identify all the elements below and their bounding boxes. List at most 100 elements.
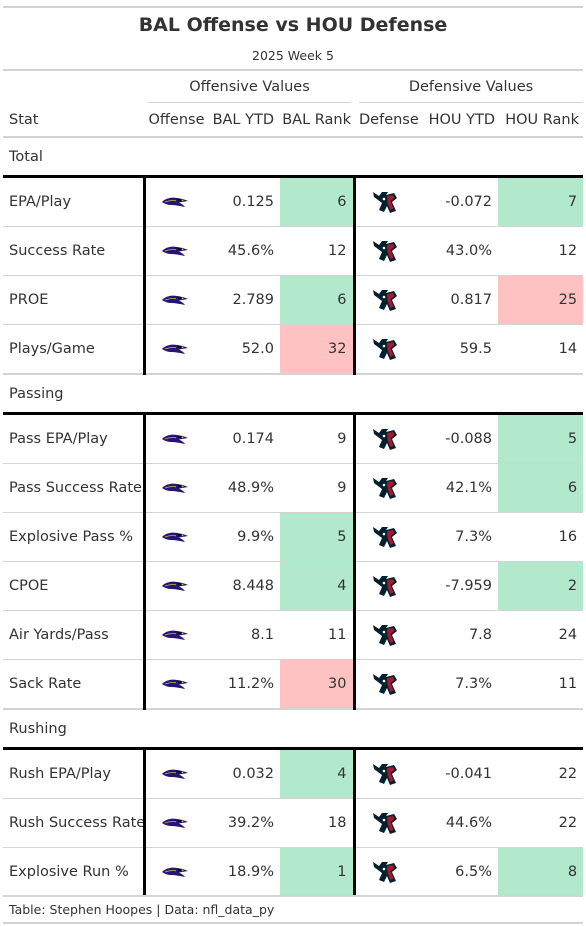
bottom-rule: [3, 922, 583, 924]
hou-ytd-value: -0.088: [415, 413, 498, 464]
hou-ytd-value: 0.817: [415, 275, 498, 325]
bal-rank-value: 6: [280, 176, 354, 227]
stat-label: Sack Rate: [3, 659, 144, 709]
source-note: Table: Stephen Hoopes | Data: nfl_data_p…: [9, 902, 275, 917]
hou-ytd-value: 44.6%: [415, 798, 498, 848]
hou-ytd-value: -0.041: [415, 748, 498, 799]
spanner-offense-rule: [148, 102, 351, 103]
bal-rank-value: 1: [280, 847, 354, 896]
group-label: Rushing: [3, 708, 584, 750]
stats-table: Total EPA/Play 0.125 6 -0.072 7 Success …: [3, 136, 584, 896]
bal-rank-value: 30: [280, 659, 354, 709]
ravens-logo-icon: [142, 176, 204, 227]
texans-logo-icon: [352, 413, 415, 464]
table-row: Rush Success Rate 39.2% 18 44.6% 22: [3, 798, 584, 848]
group-label: Passing: [3, 373, 584, 415]
hou-rank-value: 25: [498, 275, 584, 325]
footer-rule: [3, 895, 583, 897]
col-header-defense: Defense: [359, 112, 419, 128]
ravens-logo-icon: [142, 847, 204, 896]
ravens-logo-icon: [142, 748, 204, 799]
hou-rank-value: 22: [498, 798, 584, 848]
col-header-bal-ytd: BAL YTD: [212, 112, 274, 128]
spanner-defensive-values: Defensive Values: [408, 79, 534, 95]
hou-ytd-value: -0.072: [415, 176, 498, 227]
hou-ytd-value: 59.5: [415, 324, 498, 374]
bal-ytd-value: 39.2%: [204, 798, 280, 848]
hou-ytd-value: 6.5%: [415, 847, 498, 896]
stat-label: Pass Success Rate: [3, 463, 144, 513]
hou-rank-value: 24: [498, 610, 584, 660]
table-row: Sack Rate 11.2% 30 7.3% 11: [3, 659, 584, 709]
hou-rank-value: 7: [498, 176, 584, 227]
stat-label: CPOE: [3, 561, 144, 611]
ravens-logo-icon: [142, 324, 204, 374]
hou-ytd-value: 42.1%: [415, 463, 498, 513]
table-row: Rush EPA/Play 0.032 4 -0.041 22: [3, 748, 584, 799]
bal-ytd-value: 45.6%: [204, 226, 280, 276]
col-header-hou-ytd: HOU YTD: [428, 112, 495, 128]
table-row: EPA/Play 0.125 6 -0.072 7: [3, 176, 584, 227]
texans-logo-icon: [352, 748, 415, 799]
table-row: Pass EPA/Play 0.174 9 -0.088 5: [3, 413, 584, 464]
stat-label: EPA/Play: [3, 176, 144, 227]
table-row: Air Yards/Pass 8.1 11 7.8 24: [3, 610, 584, 660]
bal-ytd-value: 18.9%: [204, 847, 280, 896]
bal-rank-value: 9: [280, 463, 354, 513]
bal-rank-value: 9: [280, 413, 354, 464]
ravens-logo-icon: [142, 659, 204, 709]
hou-rank-value: 5: [498, 413, 584, 464]
spanner-offensive-values: Offensive Values: [189, 79, 310, 95]
texans-logo-icon: [352, 176, 415, 227]
texans-logo-icon: [352, 324, 415, 374]
hou-rank-value: 16: [498, 512, 584, 562]
ravens-logo-icon: [142, 275, 204, 325]
bal-rank-value: 4: [280, 561, 354, 611]
texans-logo-icon: [352, 226, 415, 276]
hou-ytd-value: 7.3%: [415, 659, 498, 709]
texans-logo-icon: [352, 561, 415, 611]
ravens-logo-icon: [142, 561, 204, 611]
table-row: Pass Success Rate 48.9% 9 42.1% 6: [3, 463, 584, 513]
bal-ytd-value: 2.789: [204, 275, 280, 325]
ravens-logo-icon: [142, 798, 204, 848]
col-header-bal-rank: BAL Rank: [282, 112, 351, 128]
stat-label: Plays/Game: [3, 324, 144, 374]
texans-logo-icon: [352, 847, 415, 896]
stat-label: Rush Success Rate: [3, 798, 144, 848]
bal-rank-value: 5: [280, 512, 354, 562]
col-header-offense: Offense: [148, 112, 205, 128]
bal-ytd-value: 9.9%: [204, 512, 280, 562]
bal-ytd-value: 52.0: [204, 324, 280, 374]
hou-rank-value: 8: [498, 847, 584, 896]
table-row: PROE 2.789 6 0.817 25: [3, 275, 584, 325]
bal-rank-value: 32: [280, 324, 354, 374]
texans-logo-icon: [352, 512, 415, 562]
hou-rank-value: 11: [498, 659, 584, 709]
bal-rank-value: 18: [280, 798, 354, 848]
bal-ytd-value: 8.448: [204, 561, 280, 611]
table-row: CPOE 8.448 4 -7.959 2: [3, 561, 584, 611]
texans-logo-icon: [352, 798, 415, 848]
bal-ytd-value: 0.174: [204, 413, 280, 464]
hou-rank-value: 12: [498, 226, 584, 276]
ravens-logo-icon: [142, 512, 204, 562]
texans-logo-icon: [352, 610, 415, 660]
stat-label: Explosive Run %: [3, 847, 144, 896]
hou-rank-value: 6: [498, 463, 584, 513]
ravens-logo-icon: [142, 463, 204, 513]
top-rule: [3, 6, 583, 8]
table-row: Plays/Game 52.0 32 59.5 14: [3, 324, 584, 374]
stat-label: Explosive Pass %: [3, 512, 144, 562]
spanner-defense-rule: [359, 102, 583, 103]
group-label: Total: [3, 136, 584, 178]
bal-ytd-value: 0.125: [204, 176, 280, 227]
bal-ytd-value: 0.032: [204, 748, 280, 799]
table-row: Success Rate 45.6% 12 43.0% 12: [3, 226, 584, 276]
stat-label: Pass EPA/Play: [3, 413, 144, 464]
bal-rank-value: 6: [280, 275, 354, 325]
ravens-logo-icon: [142, 226, 204, 276]
table-row: Explosive Run % 18.9% 1 6.5% 8: [3, 847, 584, 896]
texans-logo-icon: [352, 659, 415, 709]
stat-label: PROE: [3, 275, 144, 325]
